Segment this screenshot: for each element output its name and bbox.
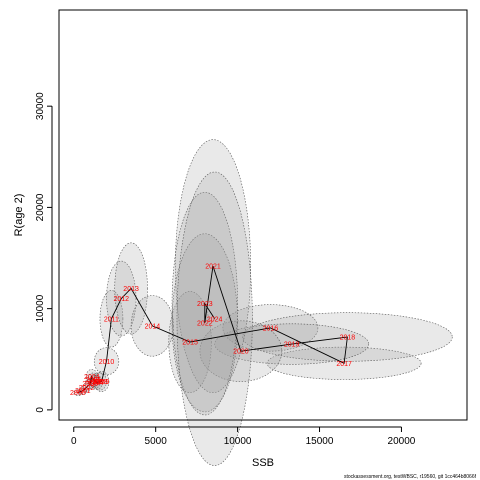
year-label-2006: 2006: [87, 379, 103, 386]
year-label-2008: 2008: [92, 379, 108, 386]
year-label-2021: 2021: [205, 264, 221, 271]
y-tick-label: 0: [35, 407, 46, 413]
x-tick-label: 5000: [145, 436, 168, 447]
year-label-2010: 2010: [99, 359, 115, 366]
year-label-2017: 2017: [336, 361, 352, 368]
year-label-2001: 2001: [75, 388, 91, 395]
y-tick-label: 10000: [35, 294, 46, 322]
x-tick-label: 10000: [224, 436, 252, 447]
year-label-2000: 2000: [70, 390, 86, 397]
y-tick-label: 30000: [35, 92, 46, 120]
year-label-2012: 2012: [113, 296, 129, 303]
x-axis-title: SSB: [252, 457, 274, 469]
trajectory-layer: [77, 265, 348, 394]
sr-trajectory-line: [77, 265, 348, 394]
y-axis-title: R(age 2): [13, 194, 25, 237]
year-label-2024: 2024: [207, 316, 223, 323]
y-tick-label: 20000: [35, 193, 46, 221]
year-label-2007: 2007: [89, 380, 105, 387]
x-tick-label: 0: [71, 436, 77, 447]
year-label-2009: 2009: [94, 379, 110, 386]
year-label-2005: 2005: [86, 377, 102, 384]
year-label-2014: 2014: [145, 323, 161, 330]
plot-frame: [58, 9, 468, 421]
year-label-2016: 2016: [263, 325, 279, 332]
year-label-2011: 2011: [104, 316, 119, 323]
year-label-2013: 2013: [123, 286, 139, 293]
x-axis: 0 5000 10000 15000 20000: [71, 426, 416, 447]
year-label-2003: 2003: [82, 381, 98, 388]
year-label-2004: 2004: [84, 374, 100, 381]
year-label-2020: 2020: [233, 349, 249, 356]
x-tick-label: 15000: [306, 436, 334, 447]
year-label-2022: 2022: [197, 320, 213, 327]
x-tick-label: 20000: [388, 436, 416, 447]
year-label-2023: 2023: [197, 301, 213, 308]
year-labels: 2000200120022003200420052006200720082009…: [70, 264, 355, 398]
year-label-2019: 2019: [284, 342, 300, 349]
year-label-2015: 2015: [182, 340, 198, 347]
year-label-2018: 2018: [340, 334, 356, 341]
year-label-2002: 2002: [79, 385, 95, 392]
footer-credit: stockassessment.org, testWBSC, r19560, g…: [344, 474, 477, 480]
y-axis: 0 10000 20000 30000: [35, 92, 53, 413]
